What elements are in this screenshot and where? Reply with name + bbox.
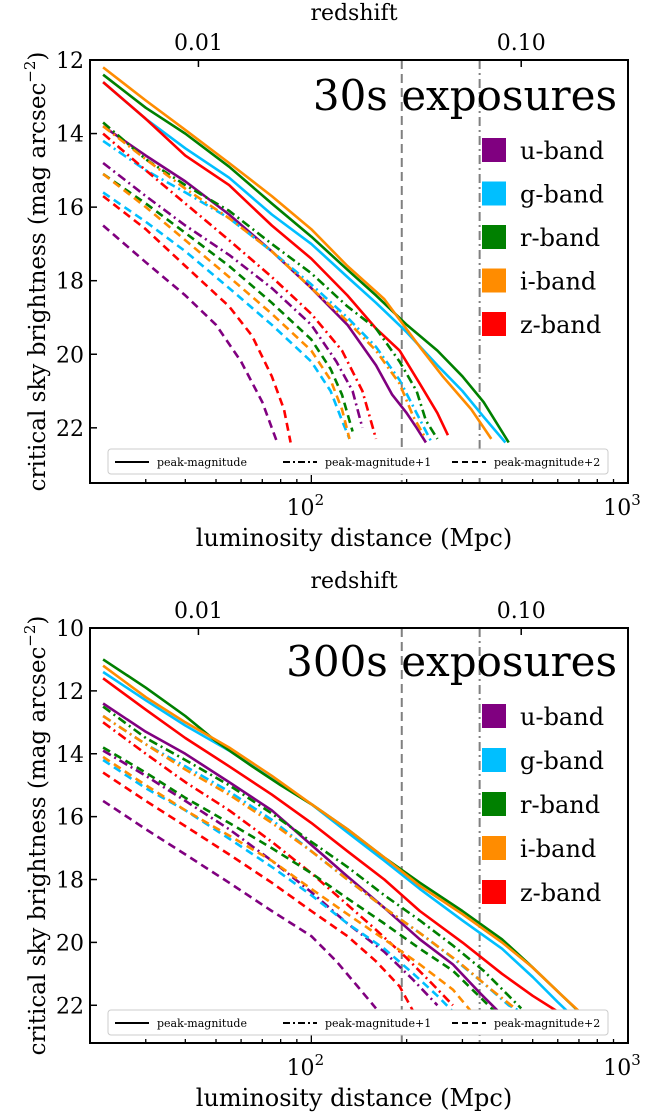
series-line-u-band-dashdot	[102, 749, 439, 1007]
top-tick-label: 0.10	[497, 599, 546, 624]
top-tick-label: 0.01	[174, 599, 223, 624]
legend-label-z-band: z-band	[520, 879, 601, 907]
series-line-i-band-dashed	[102, 172, 351, 440]
legend-swatch-z-band	[482, 312, 506, 336]
series-line-u-band-dashdot	[102, 161, 364, 429]
plot-frame	[89, 627, 629, 1044]
x-tick-label: 103	[603, 1051, 641, 1081]
panel-title: 300s exposures	[286, 637, 617, 686]
series-line-z-band-dashed	[102, 195, 292, 443]
legend-label-i-band: i-band	[520, 268, 596, 296]
x-tick-label: 103	[603, 491, 641, 521]
style-legend-label: peak-magnitude	[157, 1017, 247, 1030]
legend-swatch-i-band	[482, 268, 506, 293]
legend-label-i-band: i-band	[520, 835, 596, 863]
legend-label-g-band: g-band	[520, 747, 604, 775]
series-line-i-band-solid	[102, 664, 584, 1016]
series-group	[102, 66, 510, 444]
series-line-z-band-solid	[102, 81, 450, 436]
y-tick-label: 18	[56, 270, 84, 295]
legend-label-u-band: u-band	[520, 703, 604, 731]
series-line-g-band-solid	[102, 670, 572, 1016]
legend-swatch-z-band	[482, 880, 506, 904]
series-line-u-band-solid	[102, 702, 500, 1013]
y-tick-label: 22	[56, 994, 84, 1019]
legend-label-g-band: g-band	[520, 181, 604, 209]
legend-swatch-g-band	[482, 181, 506, 206]
y-tick-label: 14	[56, 123, 84, 148]
series-line-g-band-dashed	[102, 191, 351, 440]
y-axis-label: critical sky brightness (mag arcsec−2)	[21, 52, 51, 492]
series-line-r-band-dashed	[102, 172, 354, 432]
series-line-r-band-solid	[102, 73, 510, 444]
series-line-r-band-dashed	[102, 746, 496, 1013]
y-tick-label: 16	[56, 806, 84, 831]
legend-swatch-g-band	[482, 748, 506, 772]
x-axis-label: luminosity distance (Mpc)	[196, 524, 512, 552]
legend-label-z-band: z-band	[520, 311, 601, 339]
series-line-u-band-dashed	[102, 799, 377, 1010]
style-legend-label: peak-magnitude	[157, 456, 247, 469]
panel-title: 30s exposures	[313, 71, 617, 120]
legend-swatch-u-band	[482, 138, 506, 162]
y-tick-label: 12	[56, 49, 84, 74]
x-tick-label: 102	[287, 1051, 325, 1081]
legend-label-r-band: r-band	[520, 791, 600, 819]
y-tick-label: 10	[56, 617, 84, 642]
series-line-z-band-dashdot	[102, 721, 454, 1007]
top-axis-label: redshift	[310, 569, 397, 594]
series-line-r-band-solid	[102, 658, 580, 1013]
series-line-r-band-dashdot	[102, 705, 523, 1010]
series-group	[102, 658, 584, 1016]
series-line-i-band-solid	[102, 66, 493, 440]
legend-swatch-r-band	[482, 792, 506, 816]
style-legend-label: peak-magnitude+2	[494, 456, 600, 469]
y-tick-label: 20	[56, 931, 84, 956]
legend-swatch-i-band	[482, 836, 506, 860]
panel-300s-exposures: 10 12 14 16 18 20 22 102 103 0.01 0.10 redshift lumi…	[21, 569, 641, 1112]
series-line-g-band-solid	[102, 81, 507, 444]
x-tick-label: 102	[287, 491, 325, 521]
series-line-z-band-dashed	[102, 771, 415, 1013]
style-legend-box	[107, 1009, 609, 1036]
y-axis-label: critical sky brightness (mag arcsec−2)	[21, 616, 51, 1056]
series-line-z-band-solid	[102, 677, 559, 1013]
series-line-i-band-dashdot	[102, 125, 428, 440]
series-line-g-band-dashdot	[102, 139, 433, 444]
legend-swatch-r-band	[482, 225, 506, 249]
legend-label-r-band: r-band	[520, 224, 600, 252]
y-tick-label: 12	[56, 680, 84, 705]
series-line-u-band-solid	[102, 125, 427, 444]
style-legend-label: peak-magnitude+2	[494, 1017, 600, 1030]
style-legend-label: peak-magnitude+1	[325, 1017, 431, 1030]
style-legend-label: peak-magnitude+1	[325, 456, 431, 469]
y-tick-label: 16	[56, 196, 84, 221]
panel-30s-exposures: 12 14 16 18 20 22 102 103 0.01 0.10 redshift lumino…	[21, 1, 641, 552]
top-tick-label: 0.10	[497, 31, 546, 56]
x-axis-label: luminosity distance (Mpc)	[196, 1084, 512, 1112]
series-line-i-band-dashed	[102, 755, 473, 1013]
series-line-u-band-dashed	[102, 224, 279, 443]
y-tick-label: 22	[56, 417, 84, 442]
legend-label-u-band: u-band	[520, 137, 604, 165]
style-legend-box	[107, 448, 609, 475]
plot-frame	[89, 59, 629, 484]
legend-swatch-u-band	[482, 704, 506, 728]
top-tick-label: 0.01	[174, 31, 223, 56]
y-tick-label: 14	[56, 743, 84, 768]
top-axis-label: redshift	[310, 1, 397, 26]
series-line-r-band-dashdot	[102, 121, 439, 440]
series-line-g-band-dashdot	[102, 714, 528, 1016]
y-tick-label: 18	[56, 869, 84, 894]
y-tick-label: 20	[56, 343, 84, 368]
series-line-i-band-dashdot	[102, 714, 516, 1010]
